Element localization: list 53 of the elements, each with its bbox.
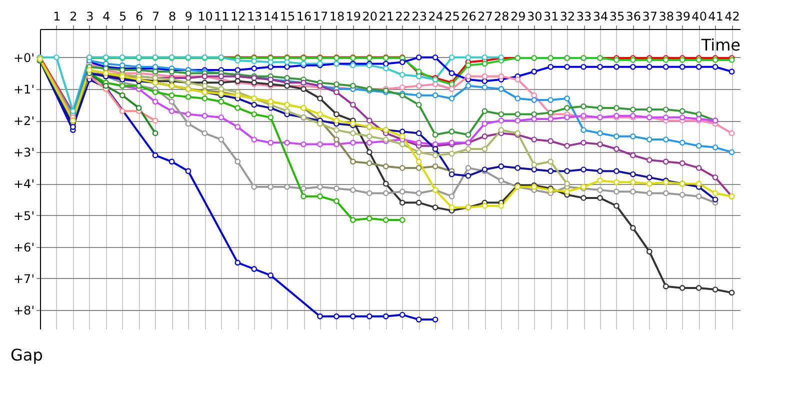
x-tick-label: 2 [70, 10, 78, 24]
x-tick-label: 19 [346, 10, 362, 24]
x-tick-label: 28 [494, 10, 510, 24]
x-tick-label: 40 [692, 10, 707, 24]
x-tick-label: 27 [478, 10, 493, 24]
x-tick-label: 8 [168, 10, 176, 24]
y-tick-label: +2' [14, 114, 34, 128]
x-tick-label: 12 [230, 10, 246, 24]
y-tick-label: +3' [14, 146, 34, 160]
x-tick-label: 15 [280, 10, 296, 24]
x-tick-label: 33 [576, 10, 592, 24]
x-tick-label: 4 [102, 10, 110, 24]
x-tick-label: 1 [53, 10, 61, 24]
x-tick-label: 16 [296, 10, 312, 24]
x-tick-label: 42 [724, 10, 740, 24]
y-axis-title: Gap [10, 346, 43, 364]
x-tick-label: 18 [329, 10, 345, 24]
x-tick-label: 3 [86, 10, 94, 24]
x-tick-label: 6 [136, 10, 144, 24]
y-tick-label: +6' [14, 240, 34, 254]
y-tick-label: +1' [14, 82, 34, 96]
x-tick-label: 10 [198, 10, 213, 24]
x-tick-label: 17 [312, 10, 328, 24]
x-tick-label: 23 [412, 10, 427, 24]
x-tick-label: 38 [658, 10, 674, 24]
y-tick-label: +7' [14, 272, 34, 286]
x-tick-label: 35 [609, 10, 625, 24]
x-tick-label: 14 [263, 10, 279, 24]
x-tick-label: 24 [428, 10, 444, 24]
x-tick-label: 39 [675, 10, 690, 24]
x-tick-label: 20 [362, 10, 378, 24]
x-tick-label: 41 [708, 10, 724, 24]
x-tick-label: 21 [378, 10, 394, 24]
x-tick-label: 11 [214, 10, 230, 24]
x-tick-label: 22 [395, 10, 410, 24]
x-axis-title: Time [700, 36, 740, 54]
x-tick-label: 13 [246, 10, 262, 24]
x-tick-label: 30 [526, 10, 542, 24]
y-tick-label: +4' [14, 177, 34, 192]
x-tick-label: 7 [152, 10, 160, 24]
x-tick-label: 36 [626, 10, 642, 24]
x-tick-label: 5 [119, 10, 127, 24]
x-tick-label: 25 [444, 10, 460, 24]
x-tick-label: 29 [510, 10, 526, 24]
x-tick-label: 26 [461, 10, 476, 24]
x-tick-label: 34 [592, 10, 608, 24]
y-tick-label: +0' [14, 50, 34, 65]
x-tick-label: 31 [543, 10, 559, 24]
y-tick-label: +8' [14, 304, 34, 318]
x-tick-label: 32 [560, 10, 576, 24]
y-tick-label: +5' [14, 208, 34, 223]
x-tick-label: 37 [642, 10, 658, 24]
x-tick-label: 9 [184, 10, 193, 24]
